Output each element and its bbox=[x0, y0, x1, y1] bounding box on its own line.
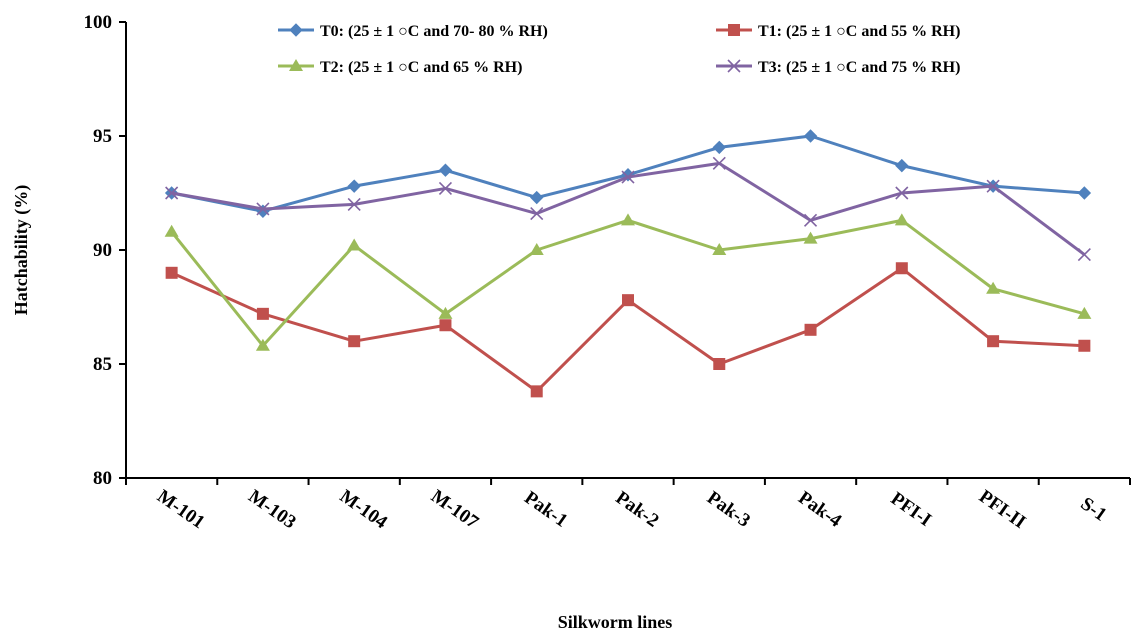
data-point bbox=[895, 158, 909, 173]
data-point bbox=[622, 294, 634, 307]
legend-label: T2: (25 ± 1 ○C and 65 % RH) bbox=[320, 59, 522, 76]
data-point bbox=[713, 358, 726, 370]
data-point bbox=[621, 213, 635, 226]
data-point bbox=[986, 179, 1000, 193]
series-layer bbox=[164, 129, 1092, 398]
legend-item: T2: (25 ± 1 ○C and 65 % RH) bbox=[278, 59, 522, 76]
y-tick-label: 85 bbox=[93, 354, 112, 375]
y-axis-title: Hatchability (%) bbox=[11, 185, 32, 316]
data-point bbox=[165, 186, 179, 200]
data-point bbox=[804, 323, 817, 336]
data-point bbox=[712, 156, 726, 170]
data-point bbox=[895, 186, 909, 200]
series-0 bbox=[164, 129, 1092, 218]
x-tick-label: PFI-I bbox=[887, 488, 935, 531]
y-tick-label: 95 bbox=[93, 126, 112, 147]
data-point bbox=[803, 231, 818, 244]
data-point bbox=[530, 385, 543, 398]
data-point bbox=[1078, 339, 1091, 352]
axes bbox=[125, 22, 1130, 479]
data-point bbox=[347, 238, 362, 251]
x-axis-title: Silkworm lines bbox=[558, 612, 673, 632]
data-point bbox=[986, 281, 1001, 294]
data-point bbox=[1077, 247, 1091, 262]
data-point bbox=[530, 206, 544, 221]
data-point bbox=[438, 181, 453, 196]
legend-marker bbox=[289, 23, 303, 37]
x-tick-label: Pak-2 bbox=[612, 487, 663, 531]
data-point bbox=[712, 243, 727, 255]
data-point bbox=[803, 213, 818, 227]
data-point bbox=[347, 197, 361, 211]
x-tick-label: Pak-1 bbox=[520, 487, 571, 531]
data-point bbox=[255, 338, 270, 351]
x-tick-label: M-103 bbox=[244, 486, 299, 533]
x-tick-label: M-107 bbox=[427, 486, 483, 534]
data-point bbox=[256, 307, 269, 320]
data-point bbox=[895, 262, 908, 275]
data-point bbox=[438, 306, 453, 319]
legend-marker bbox=[289, 59, 303, 71]
x-tick-label: M-104 bbox=[336, 486, 392, 534]
x-tick-label: S-1 bbox=[1077, 493, 1111, 525]
data-point bbox=[438, 163, 453, 177]
data-point bbox=[803, 129, 818, 143]
data-point bbox=[987, 335, 1000, 348]
y-tick-label: 80 bbox=[93, 468, 112, 489]
series-3 bbox=[165, 156, 1091, 262]
legend-marker bbox=[728, 24, 740, 36]
data-point bbox=[165, 266, 178, 279]
legend-marker bbox=[727, 59, 741, 73]
legend-label: T0: (25 ± 1 ○C and 70- 80 % RH) bbox=[320, 23, 548, 40]
x-tick-label: Pak-3 bbox=[703, 487, 754, 531]
y-ticks: 80 85 90 95 100 bbox=[84, 12, 126, 489]
data-point bbox=[712, 140, 726, 155]
x-tick-label: PFI-II bbox=[975, 486, 1029, 533]
x-ticks: M-101 M-103 M-104 M-107 Pak-1 Pak-2 Pak-3 Pak-4… bbox=[125, 478, 1131, 534]
legend-label: T3: (25 ± 1 ○C and 75 % RH) bbox=[758, 59, 960, 76]
data-point bbox=[348, 335, 361, 348]
data-point bbox=[439, 319, 452, 332]
legend-item: T0: (25 ± 1 ○C and 70- 80 % RH) bbox=[278, 23, 548, 40]
data-point bbox=[1077, 186, 1092, 200]
data-point bbox=[347, 179, 361, 193]
legend-item: T3: (25 ± 1 ○C and 75 % RH) bbox=[716, 59, 960, 76]
data-point bbox=[1077, 306, 1092, 319]
data-point bbox=[530, 190, 544, 205]
legend-item: T1: (25 ± 1 ○C and 55 % RH) bbox=[716, 23, 960, 40]
y-tick-label: 100 bbox=[84, 12, 113, 33]
data-point bbox=[164, 224, 179, 237]
series-2 bbox=[164, 213, 1092, 351]
data-point bbox=[529, 243, 544, 255]
x-tick-label: Pak-4 bbox=[794, 487, 845, 532]
x-tick-label: M-101 bbox=[153, 486, 208, 533]
series-line bbox=[171, 266, 1085, 393]
data-point bbox=[621, 170, 635, 184]
legend: T0: (25 ± 1 ○C and 70- 80 % RH) T1: (25 ±… bbox=[278, 23, 960, 76]
y-tick-label: 90 bbox=[93, 240, 112, 261]
data-point bbox=[256, 202, 270, 216]
series-1 bbox=[165, 262, 1091, 398]
data-point bbox=[894, 213, 909, 226]
legend-label: T1: (25 ± 1 ○C and 55 % RH) bbox=[758, 23, 960, 40]
